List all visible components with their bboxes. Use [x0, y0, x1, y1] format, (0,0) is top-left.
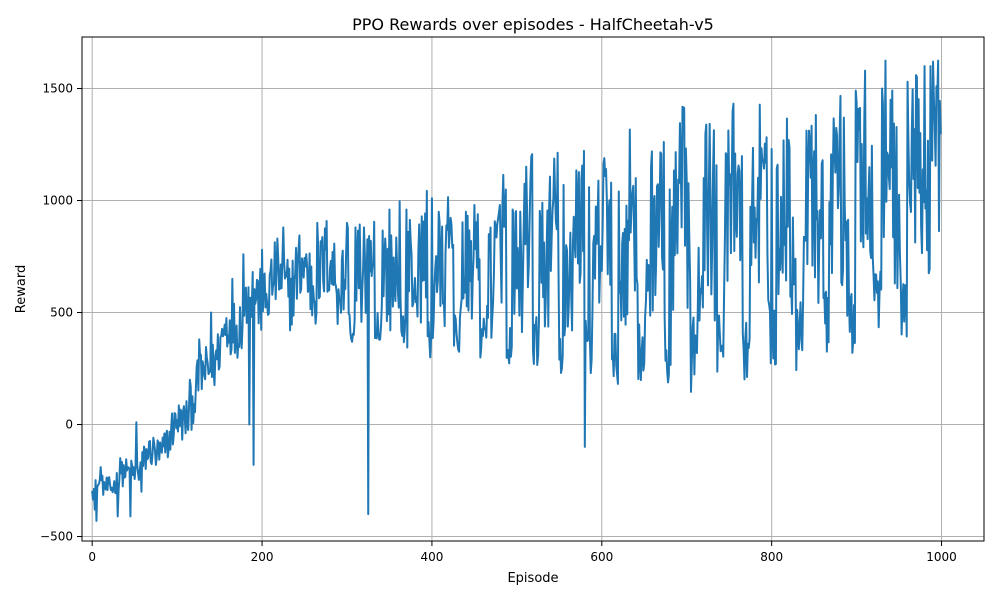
x-tick-label: 200	[251, 550, 274, 564]
y-axis-ticks: −500 0 500 1000 1500	[40, 82, 82, 544]
x-axis-label: Episode	[507, 571, 558, 586]
y-axis-label: Reward	[14, 265, 29, 313]
y-tick-label: 1000	[42, 194, 73, 208]
y-tick-label: 500	[50, 306, 73, 320]
y-tick-label: −500	[40, 530, 73, 544]
axes-frame	[81, 36, 985, 542]
y-tick-label: 0	[65, 418, 73, 432]
x-tick-label: 1000	[926, 550, 957, 564]
chart-title: PPO Rewards over episodes - HalfCheetah-…	[352, 15, 714, 34]
x-tick-label: 600	[590, 550, 613, 564]
plot-area	[91, 59, 942, 522]
x-tick-label: 0	[88, 550, 96, 564]
x-axis-ticks: 0 200 400 600 800 1000	[88, 541, 957, 564]
x-tick-label: 400	[420, 550, 443, 564]
y-tick-label: 1500	[42, 82, 73, 96]
reward-series-line	[91, 59, 942, 522]
x-tick-label: 800	[760, 550, 783, 564]
